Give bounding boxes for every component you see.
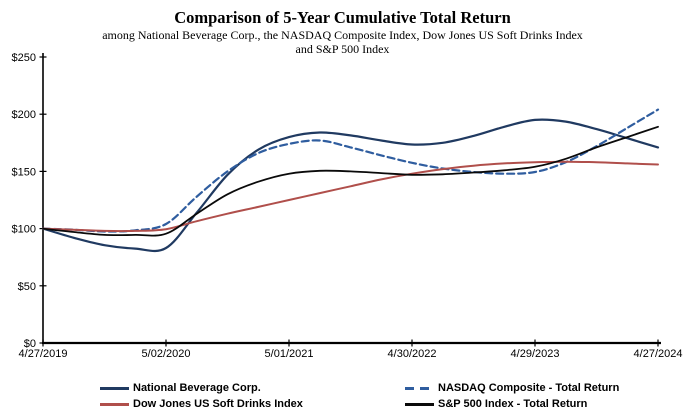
- y-tick-label: $150: [12, 166, 36, 178]
- series-line-sp500: [42, 125, 659, 237]
- y-tick-label: $250: [12, 52, 36, 64]
- x-tick-label: 4/27/2024: [634, 348, 683, 360]
- x-tick-label: 5/01/2021: [265, 348, 314, 360]
- x-tick-label: 4/27/2019: [19, 348, 68, 360]
- y-tick-label: $0: [24, 338, 36, 350]
- chart-subtitle-line1: among National Beverage Corp., the NASDA…: [102, 28, 583, 42]
- y-tick-label: $100: [12, 224, 36, 236]
- x-tick-label: 4/30/2022: [388, 348, 437, 360]
- series-line-national-beverage: [41, 118, 660, 253]
- chart-subtitle-line2: and S&P 500 Index: [295, 42, 390, 56]
- series-line-nasdaq-composite: [41, 108, 660, 233]
- x-tick-label: 5/02/2020: [142, 348, 191, 360]
- x-tick-label: 4/29/2023: [511, 348, 560, 360]
- chart-title: Comparison of 5-Year Cumulative Total Re…: [174, 8, 511, 27]
- y-tick-label: $50: [18, 281, 36, 293]
- y-tick-label: $200: [12, 109, 36, 121]
